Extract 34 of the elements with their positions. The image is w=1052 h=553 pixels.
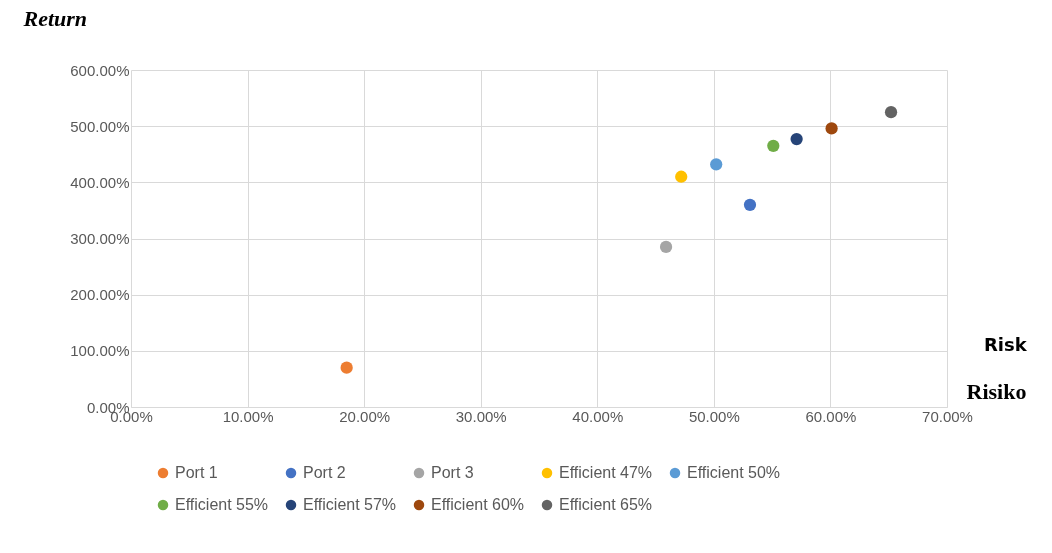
y-tick-label: 600.00% xyxy=(70,61,130,79)
point xyxy=(884,106,898,119)
point xyxy=(340,361,353,374)
x-axis-title: Risiko xyxy=(966,378,1027,404)
x-tick-label: 30.00% xyxy=(455,407,507,425)
point xyxy=(790,132,803,146)
legend-label: Efficient 47% xyxy=(559,464,653,481)
y-tick-label: 300.00% xyxy=(70,230,130,247)
point xyxy=(710,158,723,171)
legend-label: Efficient 60% xyxy=(431,496,525,513)
y-tick-label: 500.00% xyxy=(70,117,130,135)
x-tick-label: 20.00% xyxy=(339,407,391,425)
point xyxy=(825,122,838,135)
point xyxy=(767,139,780,152)
y-axis-title: Return xyxy=(22,5,88,31)
y-tick-label: 200.00% xyxy=(70,286,130,304)
x-tick-label: 50.00% xyxy=(688,407,740,425)
y-tick-label: 100.00% xyxy=(70,342,130,360)
text: Risk xyxy=(984,334,1028,355)
point xyxy=(675,170,688,183)
x-tick-label: 70.00% xyxy=(922,407,973,425)
legend-label: Port 1 xyxy=(175,464,218,481)
x-tick-label: 40.00% xyxy=(572,407,624,425)
legend-label: Port 3 xyxy=(431,464,474,481)
legend-label: Efficient 65% xyxy=(559,496,653,513)
point xyxy=(743,198,757,211)
point xyxy=(659,240,673,254)
y-tick-label: 400.00% xyxy=(70,173,130,191)
legend-label: Efficient 57% xyxy=(303,496,397,513)
legend-label: Port 2 xyxy=(303,464,346,481)
x-tick-label: 10.00% xyxy=(222,407,274,425)
x-tick-label: 60.00% xyxy=(805,407,857,425)
legend-label: Efficient 55% xyxy=(175,496,269,513)
legend-label: Efficient 50% xyxy=(687,464,781,481)
